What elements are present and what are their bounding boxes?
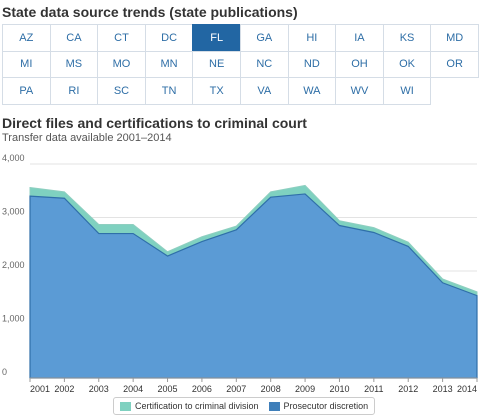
- legend-item-prosecutor[interactable]: Prosecutor discretion: [268, 401, 369, 411]
- area-chart: 0 1,000 2,000 3,000 4,000 2001 2002 2003 2004 200…: [2, 153, 478, 394]
- state-button-az[interactable]: AZ: [2, 24, 51, 52]
- state-button-ca[interactable]: CA: [49, 24, 99, 52]
- x-tick-label: 2001: [30, 384, 50, 394]
- chart-legend: Certification to criminal division Prose…: [113, 397, 376, 415]
- series-area-prosecutor: [29, 193, 478, 379]
- x-tick-label: 2010: [329, 384, 349, 394]
- x-tick-label: 2007: [226, 384, 246, 394]
- state-button-ks[interactable]: KS: [382, 24, 432, 52]
- state-button-ct[interactable]: CT: [97, 24, 146, 52]
- state-button-ne[interactable]: NE: [192, 50, 241, 78]
- x-tick-label: 2004: [123, 384, 143, 394]
- legend-swatch-prosecutor: [268, 401, 280, 411]
- state-button-tx[interactable]: TX: [192, 77, 241, 105]
- x-tick-label: 2011: [364, 384, 383, 394]
- y-tick-label: 0: [2, 367, 7, 377]
- state-button-sc[interactable]: SC: [97, 77, 146, 105]
- state-button-wv[interactable]: WV: [335, 77, 384, 105]
- state-button-mn[interactable]: MN: [144, 50, 194, 78]
- x-tick-label: 2006: [192, 384, 212, 394]
- state-button-va[interactable]: VA: [239, 77, 289, 105]
- state-button-ms[interactable]: MS: [49, 50, 99, 78]
- x-tick-label: 2009: [295, 384, 315, 394]
- x-tick-label: 2014: [457, 384, 477, 394]
- state-button-nd[interactable]: ND: [287, 50, 337, 78]
- legend-swatch-certification: [120, 401, 131, 411]
- state-selector-grid: AZ CA CT DC FL GA HI IA KS MD MI MS MO MN NE NC ND OH OK OR…: [2, 24, 479, 105]
- chart-title: Direct files and certifications to crimi…: [2, 115, 307, 131]
- state-button-ia[interactable]: IA: [335, 24, 384, 52]
- state-button-fl[interactable]: FL: [192, 24, 241, 52]
- legend-label-prosecutor: Prosecutor discretion: [283, 401, 369, 411]
- chart-subtitle: Transfer data available 2001–2014: [2, 132, 172, 144]
- state-button-ri[interactable]: RI: [49, 77, 99, 105]
- legend-label-certification: Certification to criminal division: [135, 401, 259, 411]
- x-tick-label: 2012: [398, 384, 418, 394]
- state-button-hi[interactable]: HI: [287, 24, 337, 52]
- state-button-oh[interactable]: OH: [335, 50, 384, 78]
- legend-item-certification[interactable]: Certification to criminal division: [120, 401, 259, 411]
- state-button-mo[interactable]: MO: [97, 50, 146, 78]
- x-tick-label: 2013: [433, 384, 453, 394]
- state-button-or[interactable]: OR: [430, 50, 479, 78]
- y-tick-label: 1,000: [2, 314, 25, 324]
- y-tick-label: 2,000: [2, 260, 25, 270]
- states-section-title: State data source trends (state publicat…: [2, 4, 298, 20]
- x-tick-label: 2002: [54, 384, 74, 394]
- state-button-tn[interactable]: TN: [144, 77, 194, 105]
- x-tick-label: 2008: [261, 384, 281, 394]
- state-button-pa[interactable]: PA: [2, 77, 51, 105]
- x-tick-label: 2003: [89, 384, 109, 394]
- state-button-ok[interactable]: OK: [382, 50, 432, 78]
- state-button-mi[interactable]: MI: [2, 50, 51, 78]
- state-button-dc[interactable]: DC: [144, 24, 194, 52]
- state-button-wi[interactable]: WI: [382, 77, 432, 105]
- state-button-ga[interactable]: GA: [239, 24, 289, 52]
- y-tick-label: 3,000: [2, 207, 25, 217]
- x-tick-label: 2005: [158, 384, 178, 394]
- state-button-md[interactable]: MD: [430, 24, 479, 52]
- state-button-wa[interactable]: WA: [287, 77, 337, 105]
- state-button-nc[interactable]: NC: [239, 50, 289, 78]
- y-tick-label: 4,000: [2, 153, 25, 163]
